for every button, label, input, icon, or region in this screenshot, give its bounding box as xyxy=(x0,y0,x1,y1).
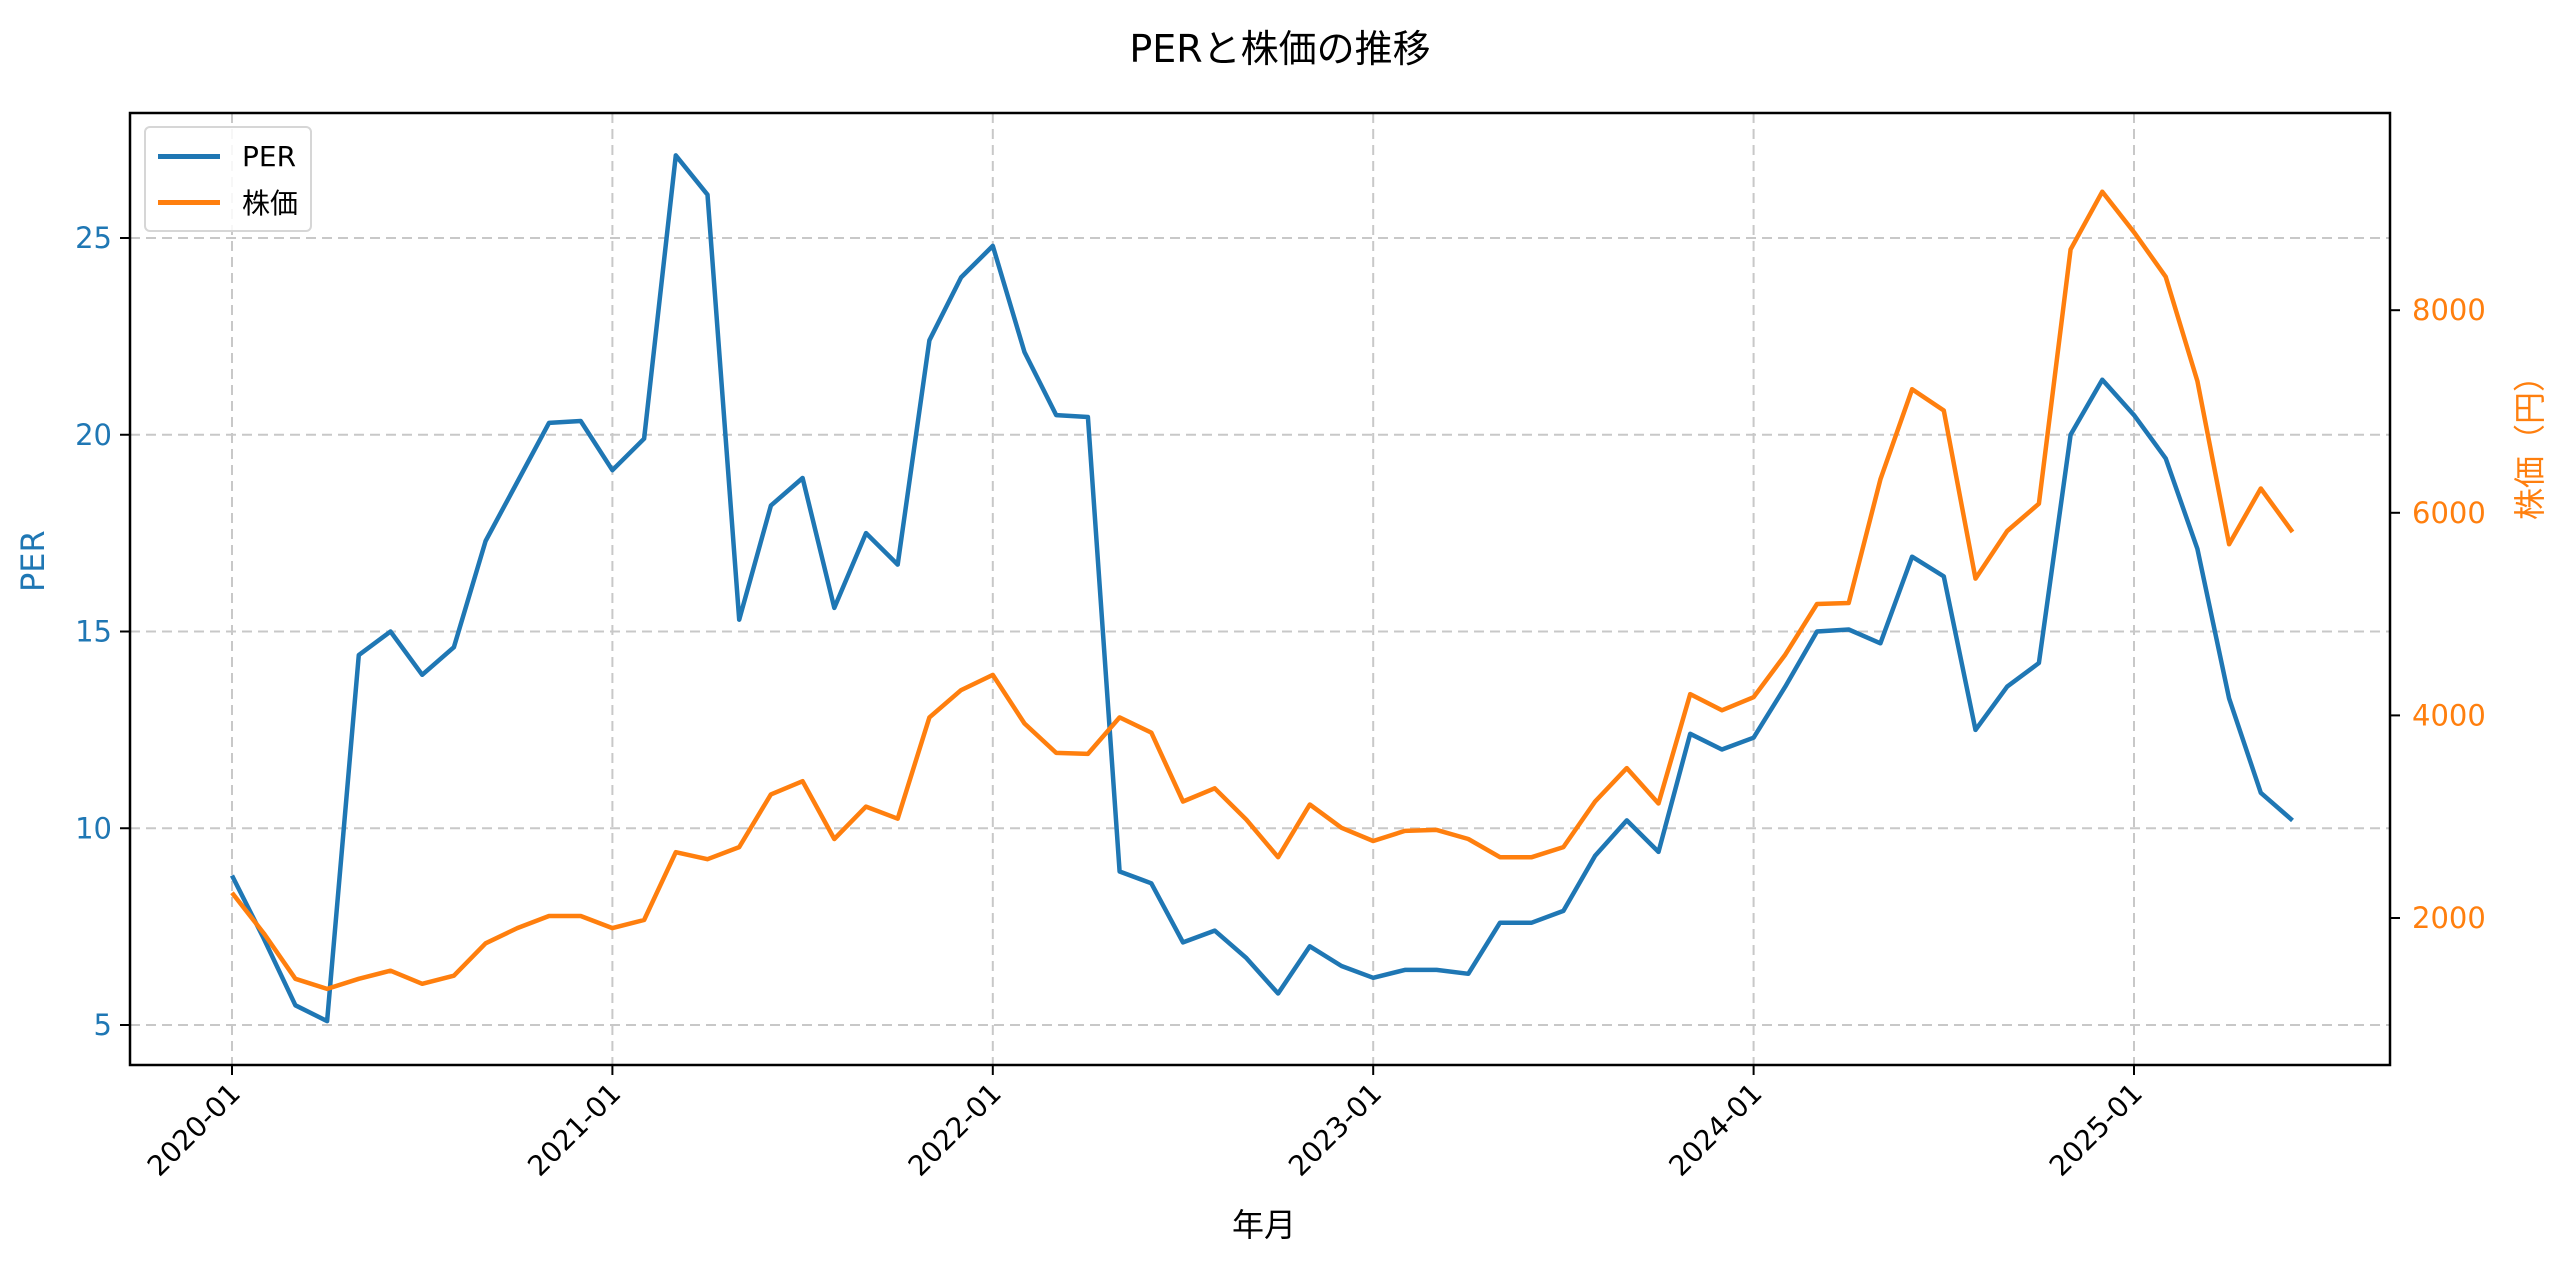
legend-item-per: PER xyxy=(158,136,296,176)
legend-item-price: 株価 xyxy=(158,182,298,222)
legend-label: 株価 xyxy=(242,187,299,220)
x-tick-label: 2024-01 xyxy=(1662,1077,1768,1183)
price-line xyxy=(230,189,2295,992)
legend: PER 株価 xyxy=(144,126,312,232)
y-axis-right-label: 株価（円） xyxy=(2511,359,2549,520)
y-left-tick-label: 10 xyxy=(75,811,112,845)
y-left-tick-label: 25 xyxy=(75,221,112,255)
x-tick-label: 2021-01 xyxy=(521,1077,627,1183)
y-axis-left-label: PER xyxy=(14,530,52,592)
legend-swatch-price xyxy=(158,199,220,205)
y-right-tick-label: 8000 xyxy=(2412,293,2486,327)
y-left-tick-label: 5 xyxy=(94,1008,112,1042)
x-tick-label: 2020-01 xyxy=(141,1077,247,1183)
chart-title: PERと株価の推移 xyxy=(1129,27,1431,71)
legend-label: PER xyxy=(242,139,297,173)
x-tick-label: 2022-01 xyxy=(902,1077,1008,1183)
legend-swatch-per xyxy=(158,153,220,159)
per-line xyxy=(229,153,2294,1024)
x-tick-label: 2025-01 xyxy=(2043,1077,2149,1183)
y-right-tick-label: 4000 xyxy=(2412,698,2486,732)
x-axis-label: 年月 xyxy=(1231,1206,1296,1244)
y-right-tick-label: 2000 xyxy=(2412,901,2486,935)
y-left-tick-label: 15 xyxy=(75,615,112,649)
x-tick-label: 2023-01 xyxy=(1282,1077,1388,1183)
y-right-tick-label: 6000 xyxy=(2412,496,2486,530)
axes-frame xyxy=(128,111,2392,1067)
y-left-tick-label: 20 xyxy=(75,418,112,452)
